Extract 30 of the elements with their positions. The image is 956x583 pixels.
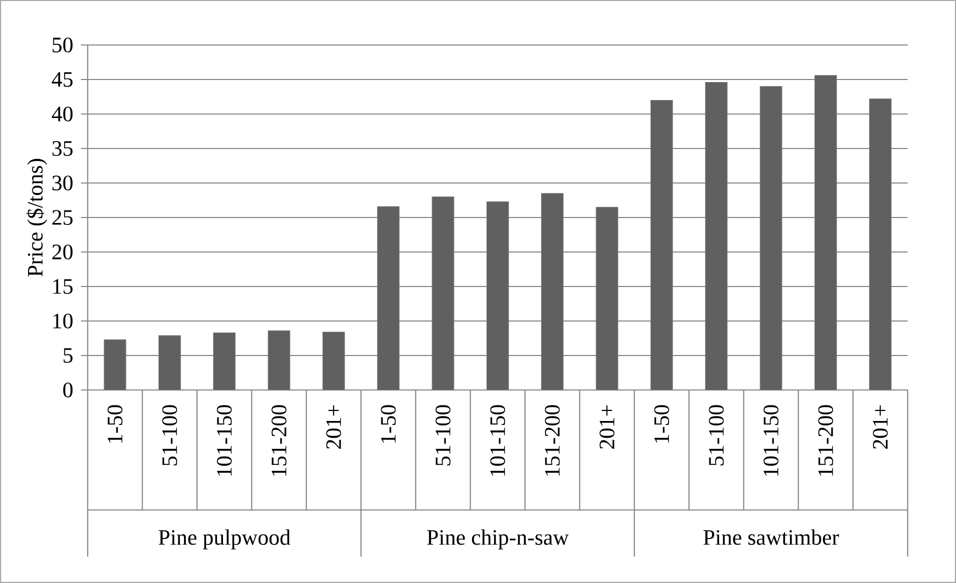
y-tick-label: 0 <box>63 382 73 398</box>
x-tick-label: 201+ <box>600 405 614 449</box>
x-tick-label: 101-150 <box>216 405 232 476</box>
y-tick-label: 30 <box>52 176 73 190</box>
x-tick-label: 151-200 <box>544 405 560 476</box>
y-tick-label: 45 <box>52 72 73 87</box>
x-tick-label: 51-100 <box>436 405 450 466</box>
text: Pine pulpwood <box>158 529 290 550</box>
text: Pine sawtimber <box>704 529 839 545</box>
x-tick-label: 151-200 <box>272 405 286 476</box>
x-tick-label: 1-50 <box>108 405 122 443</box>
x-tick-label: 1-50 <box>654 405 670 443</box>
y-tick-label: 20 <box>52 244 73 260</box>
y-tick-label: 40 <box>52 106 73 122</box>
x-tick-label: 201+ <box>872 405 888 449</box>
x-tick-label: 101-150 <box>764 405 778 476</box>
y-axis-title: Price ($/tons) <box>26 158 48 276</box>
y-tick-label: 25 <box>52 210 73 225</box>
y-tick-label: 15 <box>53 279 73 294</box>
y-tick-label: 35 <box>52 141 73 156</box>
x-tick-label: 51-100 <box>162 405 178 466</box>
y-tick-label: 50 <box>52 38 73 52</box>
x-tick-label: 1-50 <box>380 405 396 443</box>
y-tick-label: 10 <box>53 314 73 328</box>
x-tick-label: 201+ <box>326 405 342 449</box>
text: Pine chip-n-saw <box>427 529 569 550</box>
x-tick-label: 151-200 <box>818 405 834 476</box>
x-tick-label: 51-100 <box>708 405 724 466</box>
y-tick-label: 5 <box>64 348 73 363</box>
x-tick-label: 101-150 <box>490 405 506 476</box>
